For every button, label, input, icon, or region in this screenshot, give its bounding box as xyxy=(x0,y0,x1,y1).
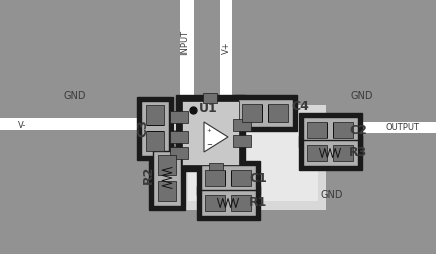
Text: R1: R1 xyxy=(249,197,267,210)
Bar xyxy=(333,145,353,162)
Bar xyxy=(141,101,169,155)
Bar xyxy=(209,163,223,173)
Text: GND: GND xyxy=(64,91,86,101)
Bar xyxy=(180,0,194,120)
Bar xyxy=(232,170,251,186)
Text: V+: V+ xyxy=(221,42,231,54)
Text: INPUT: INPUT xyxy=(181,29,190,55)
Text: U1: U1 xyxy=(199,102,218,115)
Text: −: − xyxy=(206,142,212,148)
Text: +: + xyxy=(207,128,211,133)
Bar xyxy=(178,105,326,210)
Bar xyxy=(170,111,187,123)
Bar xyxy=(201,165,255,191)
Bar xyxy=(146,131,164,151)
Polygon shape xyxy=(204,122,228,152)
Bar xyxy=(232,135,251,147)
Text: V-: V- xyxy=(18,121,26,131)
Bar xyxy=(333,122,353,138)
Bar xyxy=(205,170,225,186)
Text: C1: C1 xyxy=(249,171,267,184)
Bar xyxy=(307,145,327,162)
Bar xyxy=(242,104,262,122)
Bar xyxy=(158,155,176,175)
Text: R2: R2 xyxy=(142,166,154,184)
Text: C3: C3 xyxy=(136,119,150,137)
Bar xyxy=(0,118,185,130)
Text: C2: C2 xyxy=(349,123,367,136)
Bar xyxy=(176,95,245,171)
Bar xyxy=(181,101,238,165)
Bar xyxy=(268,104,288,122)
Bar xyxy=(201,190,255,216)
Bar xyxy=(299,113,361,147)
Text: C4: C4 xyxy=(291,101,309,114)
Bar xyxy=(197,161,259,195)
Bar xyxy=(299,136,361,170)
Bar xyxy=(146,105,164,125)
Bar xyxy=(170,147,187,159)
Text: GND: GND xyxy=(351,91,373,101)
Text: GND: GND xyxy=(321,190,343,200)
Bar xyxy=(137,97,173,160)
Bar xyxy=(234,95,296,131)
Bar xyxy=(238,99,293,127)
Bar xyxy=(197,186,259,220)
Bar xyxy=(303,140,358,166)
Bar xyxy=(220,0,232,115)
Bar xyxy=(303,117,358,143)
Bar xyxy=(310,122,436,133)
Bar xyxy=(170,131,187,143)
Bar xyxy=(232,119,251,131)
Bar xyxy=(205,195,225,211)
Bar xyxy=(158,181,176,201)
Text: OUTPUT: OUTPUT xyxy=(385,122,419,132)
Bar xyxy=(203,93,217,103)
Bar xyxy=(307,122,327,138)
Bar xyxy=(232,195,251,211)
Bar xyxy=(188,113,318,201)
Text: R3: R3 xyxy=(349,147,367,160)
Bar xyxy=(149,147,185,210)
Bar xyxy=(153,151,181,205)
